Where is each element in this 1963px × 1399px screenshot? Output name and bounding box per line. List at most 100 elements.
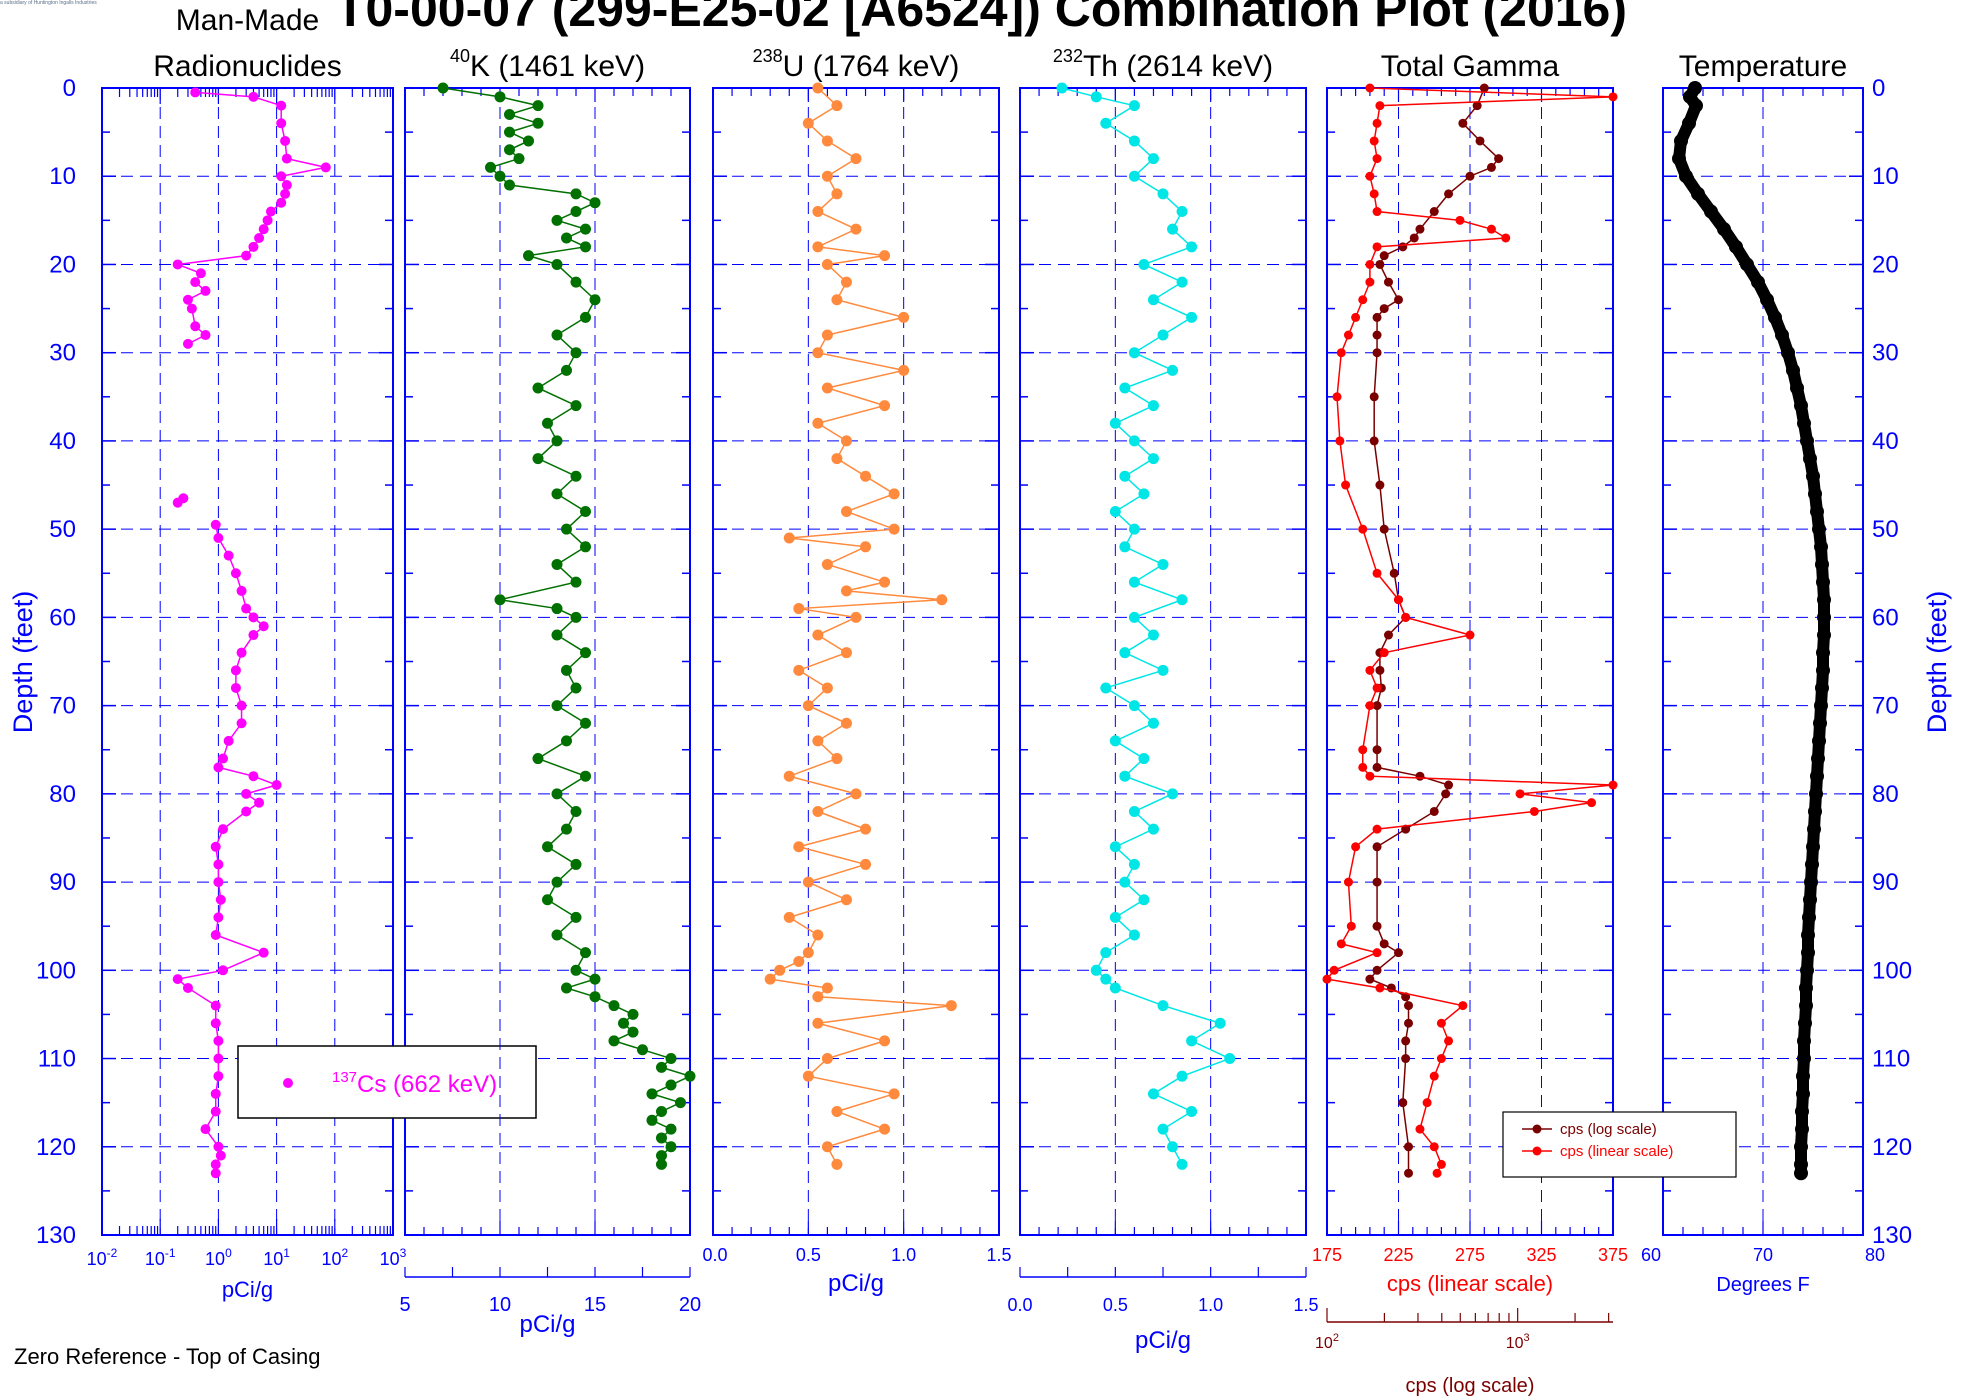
data-point-cs — [236, 647, 247, 658]
data-point-gamma-lin — [1335, 436, 1345, 446]
data-point-cs — [236, 585, 247, 596]
data-point-gamma-log — [1494, 154, 1504, 164]
data-point-k — [580, 647, 591, 659]
data-point-cs — [281, 153, 292, 164]
data-point-u — [860, 858, 872, 870]
data-point-cs — [210, 519, 221, 530]
data-point-temp — [1717, 222, 1731, 237]
legend-cs: 137Cs (662 keV) — [237, 1045, 537, 1119]
data-point-th — [1109, 417, 1121, 429]
data-point-temp — [1797, 1033, 1811, 1048]
data-point-k — [570, 188, 582, 200]
data-point-cs — [230, 665, 241, 676]
depth-tick-label-left: 100 — [36, 957, 76, 984]
data-point-u — [821, 258, 833, 270]
data-point-gamma-lin — [1365, 771, 1375, 781]
data-point-gamma-log — [1398, 1098, 1408, 1108]
data-point-th — [1119, 876, 1131, 888]
series-line-k — [442, 87, 693, 1165]
data-point-gamma-log — [1372, 877, 1382, 887]
data-point-th — [1167, 364, 1179, 376]
data-point-th — [1128, 135, 1140, 147]
x-tick-label: 0.0 — [1007, 1295, 1032, 1315]
data-point-gamma-lin — [1336, 939, 1346, 949]
data-point-temp — [1800, 433, 1814, 448]
data-point-cs — [320, 162, 331, 173]
data-point-k — [551, 929, 563, 941]
data-point-k — [570, 611, 582, 623]
data-point-cs — [248, 612, 259, 623]
data-point-cs — [210, 930, 221, 941]
data-point-k — [551, 329, 563, 341]
data-point-k — [627, 1026, 639, 1038]
data-point-temp — [1704, 204, 1718, 219]
data-point-gamma-lin — [1369, 189, 1379, 199]
data-point-gamma-log — [1372, 965, 1382, 975]
data-point-k — [608, 1035, 620, 1047]
x-tick-label: 20 — [679, 1294, 701, 1316]
data-point-cs — [213, 1071, 224, 1082]
data-point-cs — [241, 806, 252, 817]
depth-tick-label-right: 100 — [1872, 957, 1912, 984]
data-point-temp — [1806, 839, 1820, 854]
data-point-temp — [1801, 945, 1815, 960]
data-point-gamma-lin — [1365, 83, 1375, 93]
data-point-gamma-log — [1372, 330, 1382, 340]
data-point-u — [879, 1123, 891, 1135]
depth-tick-label-left: 110 — [38, 1046, 76, 1073]
data-point-cs — [190, 87, 201, 98]
data-point-temp — [1814, 539, 1828, 554]
data-point-gamma-lin — [1341, 480, 1351, 490]
data-point-gamma-log — [1444, 189, 1454, 199]
data-point-gamma-log — [1372, 842, 1382, 852]
data-point-cs — [248, 91, 259, 102]
x-tick-label: 102 — [321, 1246, 348, 1269]
data-point-temp — [1797, 1051, 1811, 1066]
data-point-u — [783, 770, 795, 782]
data-point-gamma-lin — [1429, 1142, 1439, 1152]
data-point-gamma-lin — [1372, 683, 1382, 693]
data-point-th — [1157, 329, 1169, 341]
data-point-temp — [1811, 751, 1825, 766]
x-tick-label: 5 — [399, 1294, 410, 1316]
x-tick-label: 0.5 — [796, 1245, 821, 1265]
data-point-th — [1186, 1035, 1198, 1047]
data-point-k — [656, 1105, 667, 1117]
data-point-th — [1147, 153, 1159, 165]
data-point-temp — [1795, 1104, 1809, 1119]
data-point-th — [1176, 1070, 1188, 1082]
data-point-gamma-lin — [1394, 595, 1403, 605]
data-point-gamma-log — [1441, 789, 1451, 799]
data-point-cs — [210, 1088, 221, 1099]
data-point-gamma-log — [1458, 118, 1468, 128]
data-point-cs — [230, 682, 241, 693]
data-point-gamma-log — [1375, 480, 1385, 490]
data-point-u — [898, 311, 910, 323]
data-point-gamma-log — [1372, 762, 1382, 772]
data-point-k — [542, 417, 553, 429]
data-point-cs — [236, 718, 247, 729]
data-point-u — [831, 188, 843, 200]
data-point-th — [1128, 170, 1140, 182]
data-point-cs — [182, 294, 193, 305]
log-tick-label: 102 — [1315, 1332, 1339, 1352]
depth-tick-label-left: 60 — [49, 604, 76, 631]
data-point-gamma-lin — [1365, 259, 1375, 269]
data-point-u — [840, 585, 852, 597]
depth-tick-label-left: 80 — [49, 781, 76, 808]
data-point-u — [812, 82, 824, 94]
data-point-u — [850, 788, 862, 800]
data-point-k — [551, 488, 563, 500]
data-point-gamma-log — [1369, 392, 1379, 402]
data-point-gamma-lin — [1436, 1054, 1446, 1064]
data-point-th — [1119, 541, 1131, 553]
depth-tick-label-right: 70 — [1872, 693, 1899, 720]
depth-tick-label-right: 110 — [1872, 1046, 1910, 1073]
data-point-u — [850, 153, 862, 165]
data-point-k — [570, 805, 582, 817]
data-point-gamma-log — [1394, 295, 1403, 305]
data-point-cs — [213, 532, 224, 543]
data-point-u — [812, 805, 824, 817]
data-point-k — [570, 400, 582, 412]
data-point-cs — [276, 171, 287, 182]
